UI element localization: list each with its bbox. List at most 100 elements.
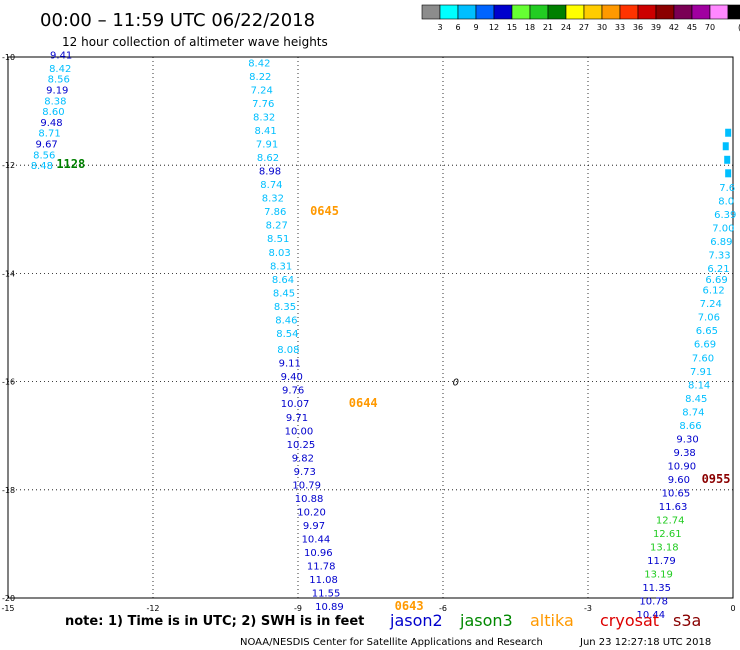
pass-time-label: 0643 <box>395 599 424 613</box>
wave-height-label: 8.27 <box>266 221 288 232</box>
wave-height-label: 8.08 <box>277 345 299 356</box>
wave-height-label: 9.97 <box>303 521 325 532</box>
wave-height-label: 13.19 <box>644 570 673 581</box>
satellite-name: s3a <box>673 611 701 630</box>
wave-height-label: 10.96 <box>304 548 333 559</box>
wave-height-label: 8.45 <box>273 288 295 299</box>
wave-height-label: 13.18 <box>650 543 679 554</box>
wave-height-label: 8.42 <box>248 58 270 69</box>
wave-height-label: 6.12 <box>703 286 725 297</box>
satellite-name: cryosat <box>600 611 659 630</box>
wave-height-label: 6.89 <box>710 237 732 248</box>
pass-time-label: 0955 <box>702 472 731 486</box>
legend-label: 21 <box>543 23 553 32</box>
wave-height-label: 8.14 <box>688 380 710 391</box>
wave-height-label: 9.30 <box>676 434 698 445</box>
legend-swatch <box>421 4 441 20</box>
legend-label: 27 <box>579 23 589 32</box>
wave-height-mark <box>725 169 732 178</box>
plot-border <box>7 56 734 599</box>
wave-height-label: 8.71 <box>38 129 60 140</box>
wave-height-label: 9.40 <box>281 372 303 383</box>
legend-label: 70 <box>705 23 715 32</box>
legend-label: 9 <box>473 23 478 32</box>
legend-swatch <box>565 4 585 20</box>
legend-swatch <box>601 4 621 20</box>
wave-height-label: 8.22 <box>249 72 271 83</box>
wave-height-label: 9.60 <box>668 475 690 486</box>
legend-label: 39 <box>651 23 661 32</box>
wave-height-label: 7.91 <box>690 367 712 378</box>
wave-height-label: 8.66 <box>679 421 701 432</box>
wave-height-mark <box>724 155 731 164</box>
legend-label: 33 <box>615 23 625 32</box>
time-labels: 1128 0645 0644 0643 0955 0 <box>56 157 730 613</box>
legend-label: 3 <box>437 23 442 32</box>
legend-label: 6 <box>455 23 460 32</box>
wave-height-label: 8.62 <box>257 153 279 164</box>
x-tick-label: -9 <box>294 604 302 613</box>
pass-time-label: 0645 <box>310 204 339 218</box>
wave-height-label: 7.86 <box>264 207 286 218</box>
wave-height-label: 6.69 <box>705 275 727 286</box>
legend-swatch <box>655 4 675 20</box>
wave-height-label: 7.6 <box>719 183 735 194</box>
wave-height-label: 11.55 <box>312 589 341 600</box>
wave-height-label: 12.74 <box>656 516 685 527</box>
wave-height-label: 8.0 <box>718 196 734 207</box>
x-tick-label: -6 <box>439 604 447 613</box>
wave-height-label: 10.89 <box>315 602 344 613</box>
legend-label: 45 <box>687 23 697 32</box>
wave-height-label: 8.60 <box>42 107 64 118</box>
wave-height-label: 10.25 <box>287 440 316 451</box>
wave-height-label: 10.44 <box>302 534 331 545</box>
wave-height-label: 7.76 <box>252 99 274 110</box>
footer-timestamp: Jun 23 12:27:18 UTC 2018 <box>579 637 711 648</box>
wave-height-label: 11.35 <box>642 583 671 594</box>
wave-height-label: 8.41 <box>254 126 276 137</box>
wave-height-label: 8.51 <box>267 234 289 245</box>
legend-swatch <box>691 4 711 20</box>
wave-height-label: 8.32 <box>253 113 275 124</box>
wave-height-label: 11.78 <box>307 562 336 573</box>
y-tick-label: -10 <box>2 53 15 62</box>
wave-height-label: 9.82 <box>292 453 314 464</box>
data-marks: 9.418.428.569.198.388.609.488.719.678.56… <box>31 50 737 621</box>
legend-swatch <box>439 4 459 20</box>
wave-height-label: 7.24 <box>700 299 722 310</box>
wave-height-label: 6.39 <box>714 210 736 221</box>
legend-swatch <box>529 4 549 20</box>
annotation-label: 0 <box>453 378 459 389</box>
wave-height-label: 11.63 <box>659 502 688 513</box>
wave-height-label: 10.78 <box>639 597 668 608</box>
wave-height-label: 7.06 <box>698 313 720 324</box>
footer-note: note: 1) Time is in UTC; 2) SWH is in fe… <box>65 614 364 629</box>
wave-height-label: 7.91 <box>256 140 278 151</box>
y-tick-label: -12 <box>2 161 15 170</box>
y-tick-label: -14 <box>2 269 15 278</box>
pass-time-label: 0644 <box>349 396 378 410</box>
wave-height-mark <box>725 128 732 137</box>
legend-label: 36 <box>633 23 643 32</box>
wave-height-label: 9.73 <box>294 467 316 478</box>
legend-label: 30 <box>597 23 607 32</box>
legend-swatch <box>619 4 639 20</box>
wave-height-label: 7.33 <box>708 250 730 261</box>
footer-credit: NOAA/NESDIS Center for Satellite Applica… <box>240 637 543 648</box>
wave-height-mark <box>722 142 729 151</box>
wave-height-label: 8.45 <box>685 394 707 405</box>
legend-swatch <box>583 4 603 20</box>
wave-height-label: 8.48 <box>31 161 53 172</box>
wave-height-label: 12.61 <box>653 529 682 540</box>
wave-height-label: 9.19 <box>46 85 68 96</box>
wave-height-label: 11.79 <box>647 556 676 567</box>
wave-height-label: 8.32 <box>262 194 284 205</box>
wave-height-label: 10.88 <box>295 494 324 505</box>
wave-height-label: 9.38 <box>674 448 696 459</box>
wave-height-label: 10.00 <box>285 426 314 437</box>
wave-height-label: 8.56 <box>48 75 70 86</box>
legend-swatch <box>727 4 740 20</box>
x-tick-label: -15 <box>1 604 14 613</box>
y-tick-label: -16 <box>2 378 15 387</box>
